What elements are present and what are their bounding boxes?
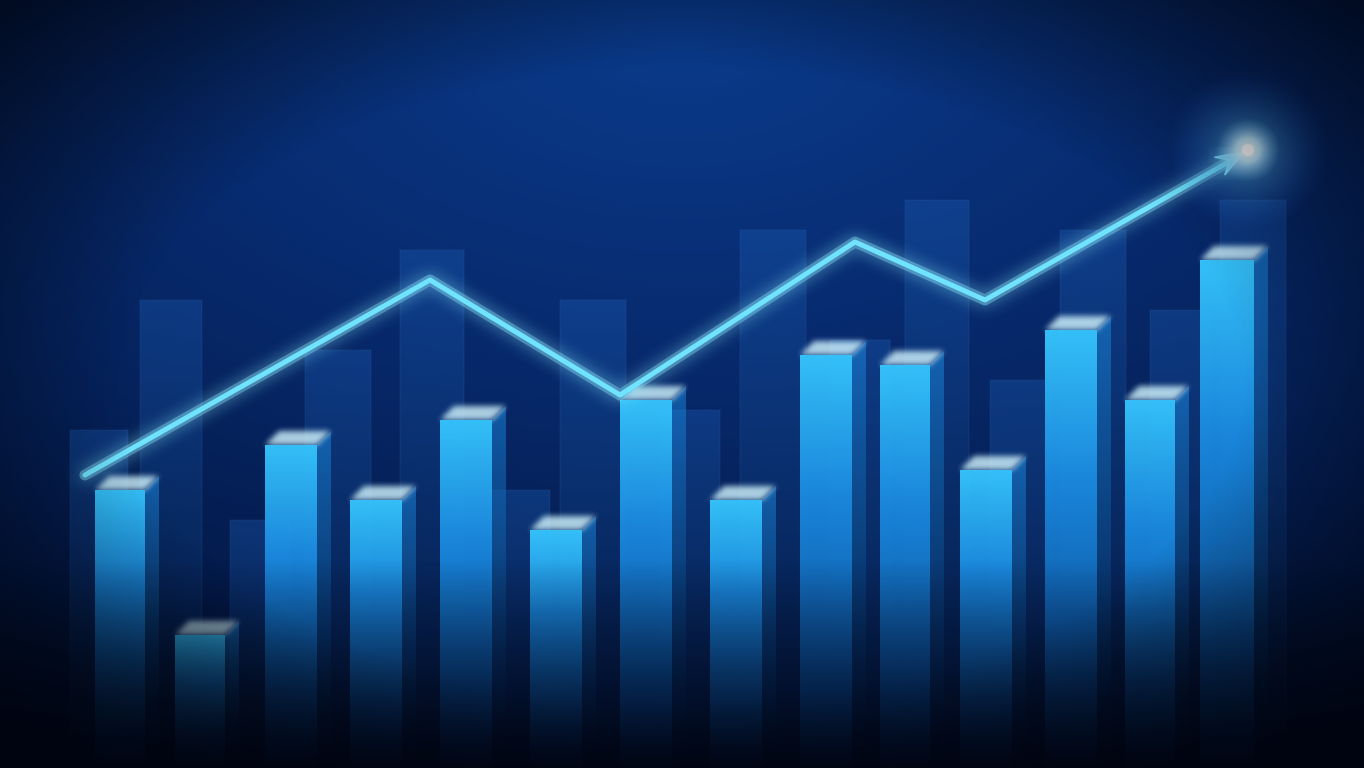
- growth-chart-graphic: [0, 0, 1364, 768]
